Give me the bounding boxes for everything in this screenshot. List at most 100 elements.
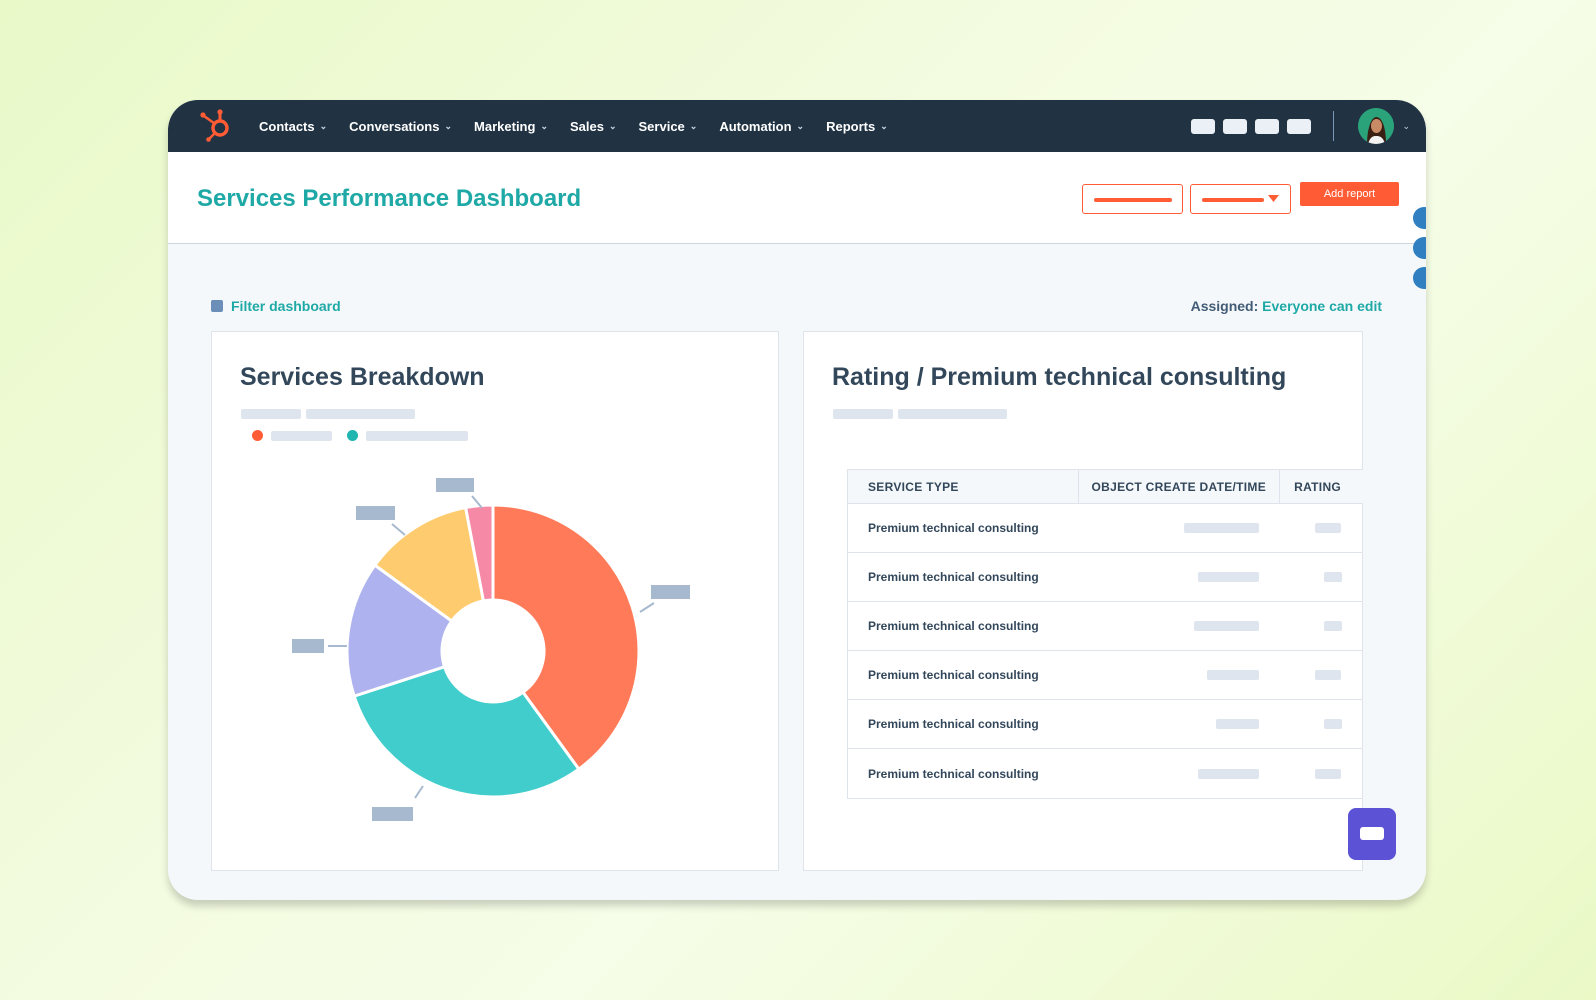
actions-button[interactable] [1082,184,1183,214]
legend-dot [347,430,358,441]
callout-label-orange [651,585,690,599]
legend-dot [252,430,263,441]
service-type-cell: Premium technical consulting [868,766,1039,781]
date-placeholder [1198,572,1259,582]
chat-widget-button[interactable] [1348,808,1396,860]
service-type-cell: Premium technical consulting [868,717,1039,731]
table-row[interactable]: Premium technical consulting [848,700,1363,749]
callout-label-pink [436,478,474,492]
table-header: SERVICE TYPE OBJECT CREATE DATE/TIME RAT… [848,470,1363,504]
top-navigation: Contacts ⌄ Conversations ⌄ Marketing ⌄ Sale… [168,100,1426,152]
subtitle-placeholder [898,409,1007,419]
date-placeholder [1216,719,1259,729]
date-placeholder [1184,523,1259,533]
nav-item-label: Conversations [349,118,440,134]
filter-icon [211,300,223,312]
add-report-button[interactable]: Add report [1300,182,1399,206]
chevron-down-icon[interactable]: ⌄ [1402,120,1410,131]
callout-line [414,785,424,799]
service-type-cell: Premium technical consulting [868,668,1039,682]
callout-label-purple [292,639,324,653]
table-row[interactable]: Premium technical consulting [848,602,1363,651]
nav-item-service[interactable]: Service ⌄ [639,119,698,134]
avatar[interactable] [1358,108,1395,144]
subtitle-placeholder [833,409,893,419]
nav-divider [1333,111,1335,141]
column-header-create-date[interactable]: OBJECT CREATE DATE/TIME [1077,470,1280,503]
nav-item-conversations[interactable]: Conversations ⌄ [349,119,452,134]
filter-dashboard-link[interactable]: Filter dashboard [211,298,341,314]
callout-label-teal [372,807,413,821]
nav-menu: Contacts ⌄ Conversations ⌄ Marketing ⌄ Sale… [259,100,910,152]
date-placeholder [1198,768,1259,779]
service-type-cell: Premium technical consulting [868,619,1039,633]
assigned-info: Assigned: Everyone can edit [1191,298,1382,314]
assigned-value[interactable]: Everyone can edit [1262,298,1382,314]
column-header-rating[interactable]: RATING [1279,470,1363,503]
donut-slice-0[interactable] [491,503,641,772]
table-row[interactable]: Premium technical consulting [848,651,1363,700]
chevron-down-icon: ⌄ [796,120,805,131]
page-title: Services Performance Dashboard [197,185,582,212]
utility-icon[interactable] [1191,118,1216,134]
column-header-service-type[interactable]: SERVICE TYPE [868,479,959,494]
subtitle-placeholder [241,409,301,419]
chat-icon [1360,827,1384,840]
rating-placeholder [1324,719,1342,729]
nav-item-label: Sales [569,118,604,134]
chevron-down-icon: ⌄ [608,120,617,131]
chevron-down-icon: ⌄ [540,120,548,131]
nav-item-automation[interactable]: Automation ⌄ [719,119,804,134]
donut-slice-1[interactable] [352,664,581,799]
legend-label-placeholder [271,431,332,441]
utility-icon[interactable] [1223,118,1248,134]
callout-label-yellow [356,506,395,520]
nav-item-label: Automation [719,118,792,134]
nav-item-contacts[interactable]: Contacts ⌄ [259,119,327,134]
nav-item-reports[interactable]: Reports ⌄ [826,119,888,134]
side-tab-icon[interactable] [1413,237,1426,259]
nav-item-label: Contacts [259,118,315,134]
chart-callouts [292,478,690,821]
side-tab-icon[interactable] [1413,267,1426,289]
nav-item-marketing[interactable]: Marketing ⌄ [474,119,548,134]
nav-item-label: Service [638,118,685,134]
side-tab-icon[interactable] [1413,207,1426,229]
donut-slice-2[interactable] [345,563,454,699]
chevron-down-icon: ⌄ [319,120,328,131]
avatar-image [1358,108,1395,144]
rating-placeholder [1315,670,1341,680]
nav-utilities: ⌄ [1183,100,1410,152]
table-row[interactable]: Premium technical consulting [848,504,1363,553]
button-label-placeholder [1202,198,1264,202]
callout-line [391,523,406,536]
table-row[interactable]: Premium technical consulting [848,749,1363,798]
chevron-down-icon: ⌄ [689,120,698,131]
date-placeholder [1194,621,1259,631]
subtitle-placeholder [306,409,415,419]
page-header: Services Performance Dashboard Add repor… [168,152,1426,244]
callout-line [639,602,655,613]
button-label-placeholder [1094,198,1172,202]
utility-icon[interactable] [1287,118,1312,134]
caret-down-icon [1268,195,1279,202]
rating-placeholder [1315,523,1341,533]
utility-icon[interactable] [1255,118,1280,134]
callout-line [471,495,483,509]
nav-item-label: Reports [826,118,876,134]
services-breakdown-card: Services Breakdown [211,331,779,871]
donut-chart [292,478,690,821]
chevron-down-icon: ⌄ [444,120,453,131]
rating-table: SERVICE TYPE OBJECT CREATE DATE/TIME RAT… [847,469,1363,799]
dropdown-button[interactable] [1190,184,1291,214]
nav-item-sales[interactable]: Sales ⌄ [570,119,617,134]
app-window: Contacts ⌄ Conversations ⌄ Marketing ⌄ Sale… [168,100,1426,900]
table-row[interactable]: Premium technical consulting [848,553,1363,602]
chevron-down-icon: ⌄ [880,120,888,131]
nav-item-label: Marketing [474,118,536,134]
service-type-cell: Premium technical consulting [868,521,1039,535]
card-title: Services Breakdown [240,363,485,391]
rating-placeholder [1324,572,1342,582]
hubspot-logo-icon[interactable] [198,108,234,144]
donut-slice-4[interactable] [463,503,495,603]
